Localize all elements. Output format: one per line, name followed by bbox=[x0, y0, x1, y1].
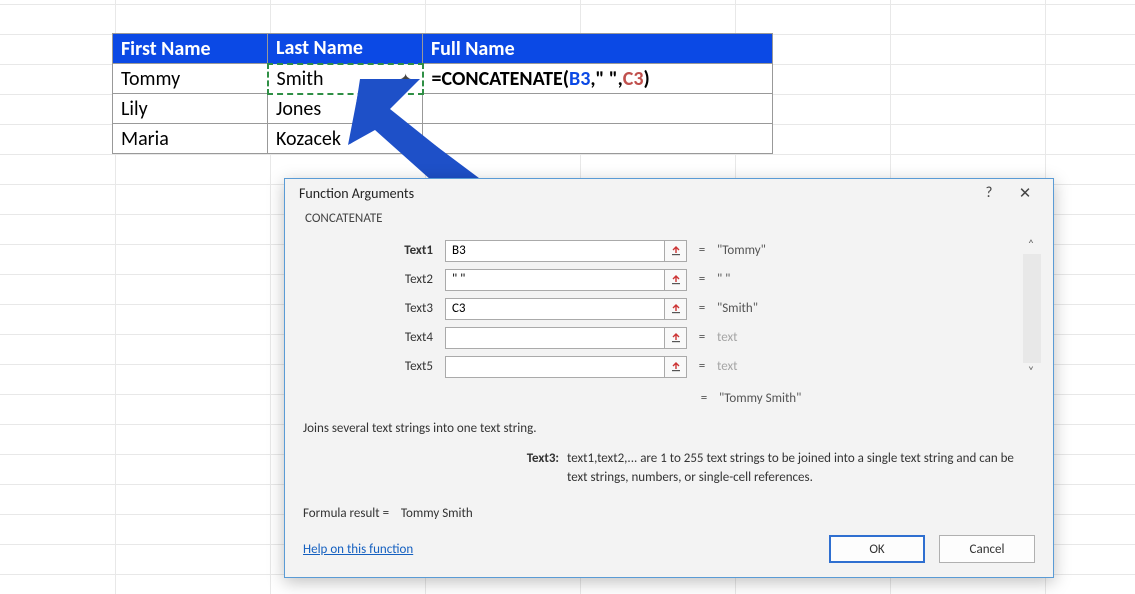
worksheet-table: First Name Last Name Full Name Tommy Smi… bbox=[112, 33, 773, 154]
cell-last-name[interactable]: Kozacek bbox=[268, 124, 423, 154]
cell-value: Smith bbox=[277, 67, 324, 91]
collapse-dialog-button[interactable] bbox=[665, 327, 687, 349]
cell-first-name[interactable]: Tommy bbox=[113, 64, 268, 94]
equals-sign: = bbox=[695, 391, 713, 406]
table-row: Tommy Smith ✦ =CONCATENATE(B3," ",C3) bbox=[113, 64, 773, 94]
argument-label: Text2 bbox=[303, 272, 439, 287]
collapse-dialog-button[interactable] bbox=[665, 240, 687, 262]
collapse-dialog-button[interactable] bbox=[665, 298, 687, 320]
argument-row: Text3 = "Smith" bbox=[303, 294, 1011, 323]
equals-sign: = bbox=[693, 272, 711, 287]
equals-sign: = bbox=[693, 330, 711, 345]
args-scroll-up[interactable]: ˄ bbox=[1021, 236, 1041, 254]
argument-label: Text5 bbox=[303, 359, 439, 374]
formula-result-label: Formula result = bbox=[303, 506, 389, 521]
header-full-name: Full Name bbox=[423, 34, 773, 64]
dialog-title: Function Arguments bbox=[299, 185, 971, 202]
function-description: Joins several text strings into one text… bbox=[303, 421, 1035, 436]
cell-cursor-icon: ✦ bbox=[400, 70, 412, 87]
argument-input[interactable] bbox=[445, 327, 665, 349]
cell-full-name[interactable] bbox=[423, 124, 773, 154]
equals-sign: = bbox=[693, 243, 711, 258]
collapse-icon bbox=[671, 246, 681, 256]
cell-first-name[interactable]: Lily bbox=[113, 94, 268, 124]
formula-prefix: =CONCATENATE( bbox=[432, 67, 570, 91]
function-arguments-dialog: Function Arguments ? ✕ CONCATENATE ˄ ˅ T… bbox=[284, 178, 1054, 578]
cell-last-name-selected[interactable]: Smith ✦ bbox=[268, 64, 423, 94]
args-scroll-down[interactable]: ˅ bbox=[1021, 363, 1041, 381]
formula-result-line: Formula result = Tommy Smith bbox=[303, 506, 1035, 521]
collapse-icon bbox=[671, 333, 681, 343]
formula-ref1: B3 bbox=[569, 67, 590, 91]
argument-row: Text1 = "Tommy" bbox=[303, 236, 1011, 265]
dialog-titlebar[interactable]: Function Arguments ? ✕ bbox=[285, 179, 1053, 207]
argument-result: text bbox=[717, 330, 738, 345]
close-icon: ✕ bbox=[1019, 184, 1032, 203]
cancel-button[interactable]: Cancel bbox=[939, 535, 1035, 563]
argument-label: Text1 bbox=[303, 243, 439, 258]
header-first-name: First Name bbox=[113, 34, 268, 64]
close-button[interactable]: ✕ bbox=[1007, 179, 1043, 207]
argument-result: " " bbox=[717, 272, 730, 287]
collapse-icon bbox=[671, 362, 681, 372]
overall-result-row: = "Tommy Smith" bbox=[695, 385, 1035, 411]
collapse-icon bbox=[671, 304, 681, 314]
formula-suffix: ) bbox=[644, 67, 650, 91]
argument-row: Text4 = text bbox=[303, 323, 1011, 352]
help-icon: ? bbox=[986, 184, 993, 202]
collapse-dialog-button[interactable] bbox=[665, 356, 687, 378]
help-button[interactable]: ? bbox=[971, 179, 1007, 207]
argument-result: text bbox=[717, 359, 738, 374]
args-scrollbar[interactable] bbox=[1023, 254, 1041, 363]
collapse-dialog-button[interactable] bbox=[665, 269, 687, 291]
cell-full-name-formula[interactable]: =CONCATENATE(B3," ",C3) bbox=[423, 64, 773, 94]
arguments-panel: ˄ ˅ Text1="Tommy"Text2=" "Text3="Smith"T… bbox=[303, 236, 1035, 381]
argument-input[interactable] bbox=[445, 240, 665, 262]
cell-full-name[interactable] bbox=[423, 94, 773, 124]
argument-result: "Tommy" bbox=[717, 243, 766, 258]
argument-row: Text2 = " " bbox=[303, 265, 1011, 294]
collapse-icon bbox=[671, 275, 681, 285]
ok-button[interactable]: OK bbox=[829, 535, 925, 563]
table-header-row: First Name Last Name Full Name bbox=[113, 34, 773, 64]
argument-label: Text4 bbox=[303, 330, 439, 345]
cell-first-name[interactable]: Maria bbox=[113, 124, 268, 154]
argument-input[interactable] bbox=[445, 269, 665, 291]
help-link[interactable]: Help on this function bbox=[303, 542, 413, 557]
argument-row: Text5 = text bbox=[303, 352, 1011, 381]
argument-input[interactable] bbox=[445, 298, 665, 320]
table-row: Maria Kozacek bbox=[113, 124, 773, 154]
argument-result: "Smith" bbox=[717, 301, 758, 316]
argument-help-text: text1,text2,... are 1 to 255 text string… bbox=[567, 450, 1035, 488]
argument-input[interactable] bbox=[445, 356, 665, 378]
formula-sep: ," ", bbox=[590, 67, 622, 91]
equals-sign: = bbox=[693, 301, 711, 316]
formula-result-value: Tommy Smith bbox=[401, 506, 473, 521]
argument-help: Text3: text1,text2,... are 1 to 255 text… bbox=[303, 450, 1035, 488]
header-last-name: Last Name bbox=[268, 34, 423, 64]
argument-label: Text3 bbox=[303, 301, 439, 316]
formula-ref2: C3 bbox=[623, 67, 644, 91]
cell-last-name[interactable]: Jones bbox=[268, 94, 423, 124]
function-name-label: CONCATENATE bbox=[303, 207, 1035, 236]
argument-help-label: Text3: bbox=[303, 450, 567, 488]
overall-result: "Tommy Smith" bbox=[719, 391, 801, 406]
table-row: Lily Jones bbox=[113, 94, 773, 124]
equals-sign: = bbox=[693, 359, 711, 374]
